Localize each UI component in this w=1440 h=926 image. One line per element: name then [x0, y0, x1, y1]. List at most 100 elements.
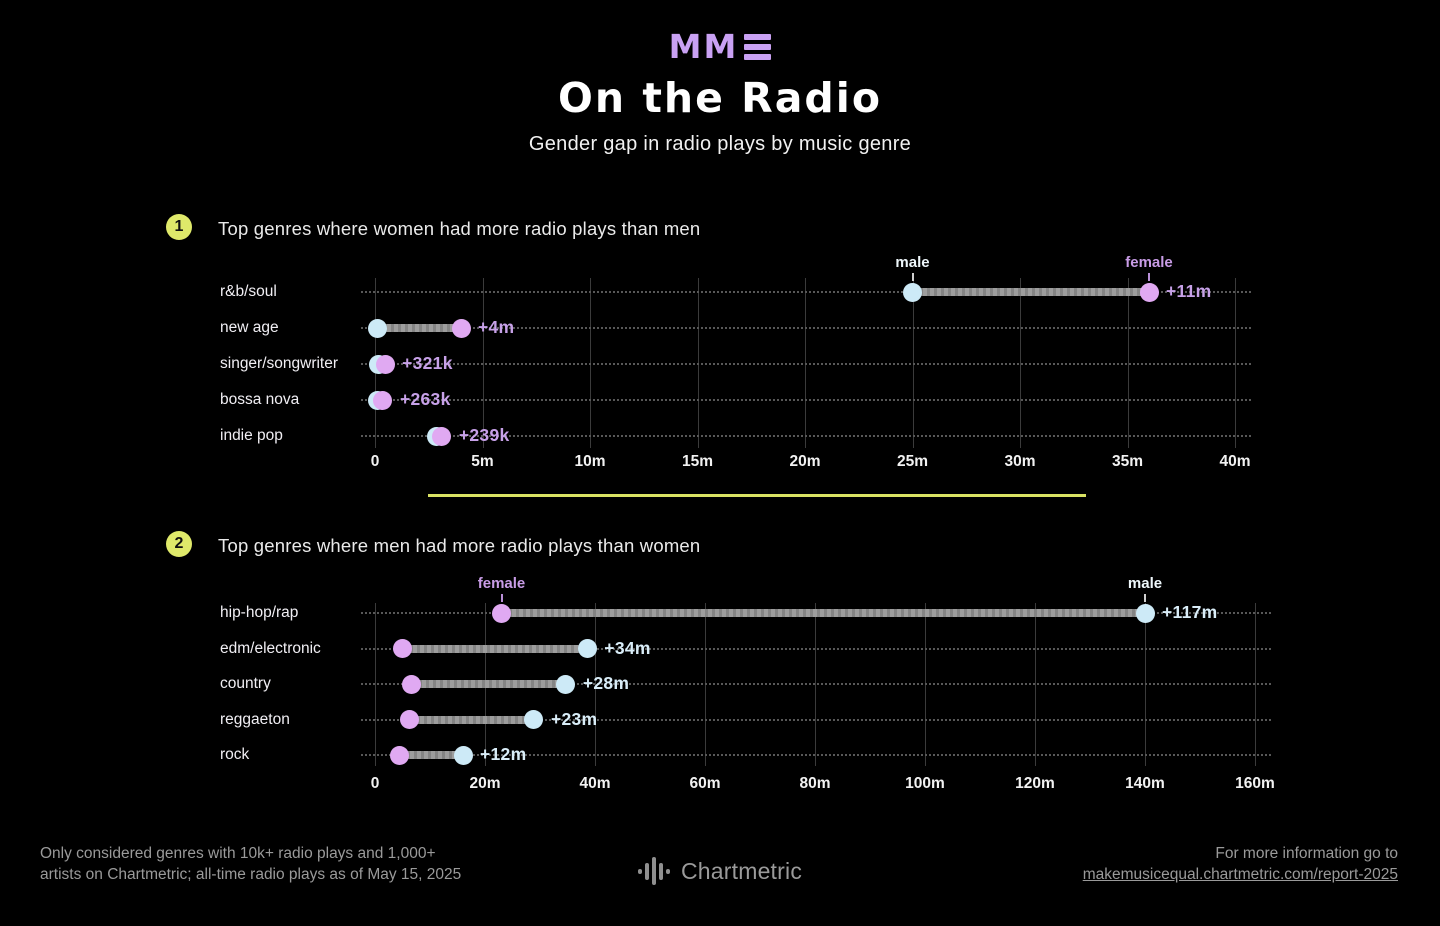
male-dot	[524, 710, 544, 729]
x-axis-tick-label: 30m	[1004, 453, 1036, 470]
x-axis-tick-label: 25m	[896, 453, 929, 470]
page-subtitle: Gender gap in radio plays by music genre	[528, 133, 912, 155]
section-1-badge: 1	[166, 214, 192, 240]
male-annotation-label: male	[895, 254, 930, 271]
row-dotted-line	[361, 647, 1271, 650]
female-dot	[492, 603, 511, 623]
gap-value-label: +263k	[399, 389, 451, 409]
genre-label: singer/songwriter	[220, 355, 339, 372]
chartmetric-logo-text: Chartmetric	[680, 857, 803, 884]
chart-men-more-plays: 0 20m 40m 60m 80m 100m 120m 140m 160m hip-hop/rap…	[220, 575, 1400, 810]
x-axis-tick-label: 40m	[1219, 453, 1251, 470]
x-axis-tick-label: 80m	[799, 775, 831, 792]
triple-bar-icon	[744, 34, 772, 60]
x-axis-tick-label: 140m	[1125, 775, 1165, 792]
female-dot	[393, 639, 412, 658]
gap-value-label: +239k	[458, 425, 510, 445]
gap-value-label: +117m	[1162, 602, 1218, 622]
methodology-note: Only considered genres with 10k+ radio p…	[40, 843, 461, 885]
mme-logo: MM	[0, 27, 1440, 66]
section-divider	[428, 494, 1086, 497]
row-dotted-line	[361, 291, 1251, 293]
more-info: For more information go to makemusicequa…	[1083, 843, 1398, 885]
female-dot	[451, 318, 471, 338]
x-axis-tick-label: 35m	[1111, 453, 1144, 470]
chart-women-more-plays: 0 5m 10m 15m 20m 25m 30m 35m 40m r&b/soul +11m new …	[220, 254, 1400, 485]
row-dotted-line	[361, 327, 1251, 329]
dumbbell-bar	[411, 680, 566, 688]
genre-label: edm/electronic	[220, 639, 321, 657]
section-2-title: Top genres where men had more radio play…	[218, 535, 701, 556]
male-annotation-tick	[1144, 594, 1146, 602]
methodology-note-line1: Only considered genres with 10k+ radio p…	[40, 845, 436, 862]
x-axis-tick-label: 10m	[574, 453, 606, 470]
section-1-title: Top genres where women had more radio pl…	[218, 218, 701, 239]
female-dot	[1139, 282, 1159, 302]
x-axis-tick-label: 0	[370, 775, 380, 792]
dumbbell-bar	[409, 715, 534, 724]
female-annotation-tick	[500, 594, 503, 602]
female-dot	[402, 674, 422, 694]
row-dotted-line	[361, 363, 1251, 365]
male-annotation-tick	[911, 273, 914, 281]
more-info-text: For more information go to	[1215, 845, 1398, 862]
dumbbell-bar	[912, 288, 1149, 296]
x-axis-tick-label: 5m	[471, 453, 494, 470]
methodology-note-line2: artists on Chartmetric; all-time radio p…	[40, 866, 462, 883]
gap-value-label: +34m	[604, 637, 651, 658]
gap-value-label: +11m	[1166, 281, 1212, 301]
male-dot	[1135, 603, 1155, 623]
male-annotation-label: male	[1127, 575, 1163, 592]
genre-label: hip-hop/rap	[220, 604, 299, 621]
dumbbell-bar	[377, 324, 461, 332]
x-axis-tick-label: 160m	[1235, 775, 1275, 792]
section-2-badge: 2	[166, 531, 192, 557]
genre-label: rock	[220, 746, 250, 763]
x-axis-tick-label: 120m	[1015, 775, 1055, 792]
dumbbell-bar	[501, 609, 1145, 617]
male-dot	[556, 674, 576, 694]
gap-value-label: +28m	[582, 673, 630, 693]
x-axis-tick-label: 60m	[689, 775, 721, 792]
x-axis-tick-label: 20m	[789, 453, 821, 470]
dumbbell-bar	[402, 644, 588, 653]
female-dot	[375, 354, 395, 374]
female-dot	[373, 390, 393, 410]
mme-logo-text: MM	[668, 27, 739, 66]
genre-label: new age	[220, 319, 279, 336]
row-dotted-line	[361, 718, 1271, 721]
male-dot	[577, 639, 597, 658]
male-dot	[367, 318, 387, 338]
genre-label: country	[220, 675, 271, 692]
female-dot	[400, 710, 420, 729]
chartmetric-logo: Chartmetric	[0, 857, 1440, 885]
female-annotation-tick	[1148, 273, 1150, 281]
male-dot	[453, 745, 473, 765]
genre-label: r&b/soul	[220, 283, 277, 300]
female-dot	[390, 745, 410, 765]
female-dot	[432, 426, 452, 446]
x-axis-tick-label: 40m	[579, 775, 611, 792]
row-dotted-line	[361, 435, 1251, 437]
gap-value-label: +4m	[478, 317, 515, 337]
row-dotted-line	[361, 399, 1251, 401]
page-title: On the Radio	[558, 74, 882, 122]
male-dot	[903, 282, 922, 302]
x-axis-tick-label: 0	[370, 453, 380, 470]
x-axis-tick-label: 100m	[905, 775, 945, 792]
gap-value-label: +12m	[480, 744, 527, 764]
gap-value-label: +321k	[402, 353, 453, 373]
genre-label: indie pop	[220, 427, 283, 444]
x-axis-tick-label: 20m	[469, 775, 501, 792]
dumbbell-bar	[399, 751, 463, 759]
x-axis-tick-label: 15m	[681, 453, 714, 470]
report-link[interactable]: makemusicequal.chartmetric.com/report-20…	[1082, 866, 1398, 883]
genre-label: reggaeton	[220, 710, 290, 728]
genre-label: bossa nova	[220, 391, 300, 408]
female-annotation-label: female	[477, 575, 526, 592]
female-annotation-label: female	[1125, 254, 1173, 271]
waveform-icon	[637, 857, 670, 885]
gap-value-label: +23m	[550, 708, 598, 729]
row-dotted-line	[361, 683, 1271, 685]
